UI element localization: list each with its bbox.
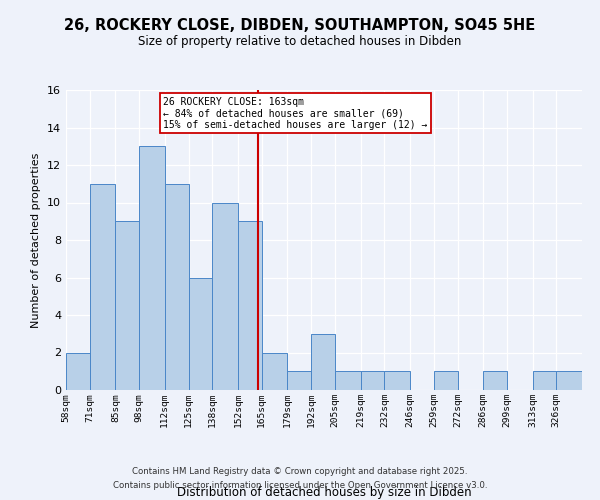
Bar [335,371,361,390]
Bar [139,146,165,390]
Bar [115,221,139,390]
Bar [483,371,507,390]
Bar [361,371,385,390]
Bar [556,371,582,390]
Bar [238,221,262,390]
Bar [287,371,311,390]
Bar [66,352,90,390]
Bar [165,184,188,390]
Text: Size of property relative to detached houses in Dibden: Size of property relative to detached ho… [139,35,461,48]
Bar [262,352,287,390]
Bar [533,371,556,390]
Bar [90,184,115,390]
X-axis label: Distribution of detached houses by size in Dibden: Distribution of detached houses by size … [176,486,472,498]
Bar [311,334,335,390]
Text: 26, ROCKERY CLOSE, DIBDEN, SOUTHAMPTON, SO45 5HE: 26, ROCKERY CLOSE, DIBDEN, SOUTHAMPTON, … [64,18,536,32]
Bar [385,371,410,390]
Text: Contains public sector information licensed under the Open Government Licence v3: Contains public sector information licen… [113,481,487,490]
Bar [434,371,458,390]
Text: Contains HM Land Registry data © Crown copyright and database right 2025.: Contains HM Land Registry data © Crown c… [132,467,468,476]
Bar [188,278,212,390]
Bar [212,202,238,390]
Y-axis label: Number of detached properties: Number of detached properties [31,152,41,328]
Text: 26 ROCKERY CLOSE: 163sqm
← 84% of detached houses are smaller (69)
15% of semi-d: 26 ROCKERY CLOSE: 163sqm ← 84% of detach… [163,96,427,130]
